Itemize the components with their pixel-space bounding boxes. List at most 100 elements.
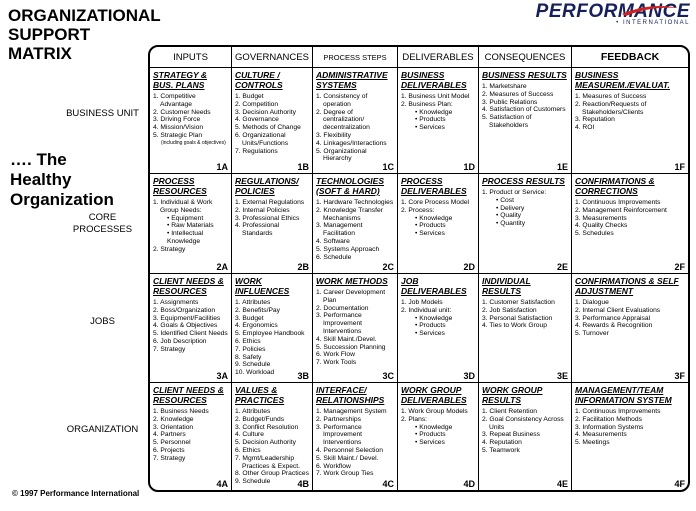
list-item: 9. Schedule xyxy=(235,478,271,486)
list-item: 2. Competition xyxy=(235,100,279,108)
list-item: 10. Workload xyxy=(235,369,275,377)
list-item: 1. Competitive Advantage xyxy=(153,93,196,108)
list-item: 1. Customer Satisfaction xyxy=(482,299,555,306)
list-item: 1. Individual & Work Group Needs: xyxy=(153,199,213,214)
item-list: 1. Customer Satisfaction 2. Job Satisfact… xyxy=(482,299,568,330)
list-item: 7. Work Tools xyxy=(316,359,357,367)
list-item: 5. Employee Handbook xyxy=(235,330,305,338)
list-item: 4. Satisfaction of Customers xyxy=(482,106,566,114)
sub-item: Services xyxy=(401,124,475,132)
column-header: GOVERNANCES xyxy=(232,47,313,68)
logo-text: PERFORMANCE xyxy=(535,1,690,22)
list-item: 3. Public Relations xyxy=(482,98,538,106)
list-item: 3. Information Systems xyxy=(575,423,644,431)
list-item: 7. Work Group Ties xyxy=(316,470,374,478)
cell-code: 2D xyxy=(463,262,475,272)
matrix-cell: ADMINISTRATIVE SYSTEMS 1. Consistency of … xyxy=(313,68,398,174)
matrix-cell: WORK METHODS 1. Career Development Plan 2.… xyxy=(313,274,398,383)
item-list: 1. Continuous Improvements 2. Management … xyxy=(575,199,685,238)
cell-code: 4B xyxy=(297,479,309,489)
title-line: ORGANIZATIONAL xyxy=(8,6,161,25)
cell-code: 2A xyxy=(216,262,228,272)
list-item: 7. Mgmt/Leadership Practices & Expect. xyxy=(235,454,300,470)
sub-item: Products xyxy=(401,222,475,230)
matrix-cell: CLIENT NEEDS & RESOURCES 1. Business Need… xyxy=(150,383,232,490)
list-item: 3. Management Facilitation xyxy=(316,222,363,238)
list-item: 3. Measurements xyxy=(575,214,627,222)
cell-code: 2B xyxy=(297,262,309,272)
sub-item: Knowledge xyxy=(401,424,475,432)
cell-title: STRATEGY & BUS. PLANS xyxy=(153,70,207,90)
item-list: 1. Marketshare 2. Measures of Success 3. P… xyxy=(482,83,568,130)
list-item: 1. Management System xyxy=(316,408,387,415)
list-item: 3. Repeat Business xyxy=(482,431,540,439)
cell-title: PROCESS DELIVERABLES xyxy=(401,176,467,196)
list-item: 2. Individual unit: xyxy=(401,306,452,314)
list-item: 4. Governance xyxy=(235,116,279,124)
matrix-cell: WORK GROUP RESULTS 1. Client Retention 2. … xyxy=(479,383,572,490)
cell-title: BUSINESS MEASUREM./EVALUAT. xyxy=(575,70,670,90)
sub-item: Products xyxy=(401,431,475,439)
list-item: 3. Driving Force xyxy=(153,116,201,124)
list-item: 2. Business Plan: xyxy=(401,100,453,108)
row-label: JOBS xyxy=(90,315,115,327)
list-item: 2. Facilitation Methods xyxy=(575,415,642,423)
item-list: 1. Dialogue 2. Internal Client Evaluation… xyxy=(575,299,685,338)
list-item: 2. Documentation xyxy=(316,304,369,312)
list-item: 5. Decision Authority xyxy=(235,439,296,447)
list-item: 1. Hardware Technologies xyxy=(316,199,394,206)
cell-code: 2F xyxy=(674,262,685,272)
list-item: 5. Methods of Change xyxy=(235,124,301,132)
list-item: 5. Teamwork xyxy=(482,446,520,454)
list-item: 7. Policies xyxy=(235,345,266,353)
item-list: 1. Business Needs 2. Knowledge 3. Orientat… xyxy=(153,408,228,463)
cell-code: 3E xyxy=(556,371,568,381)
list-item: 1. Business Needs xyxy=(153,408,209,415)
row-label: CORE PROCESSES xyxy=(72,212,133,235)
item-list: 1. Continuous Improvements 2. Facilitatio… xyxy=(575,408,685,447)
list-item: 2. Degree of centralization/ decentraliz… xyxy=(316,108,370,132)
list-item: 1. Measures of Success xyxy=(575,93,647,100)
list-item: 4. Measurements xyxy=(575,431,627,439)
cell-title: ADMINISTRATIVE SYSTEMS xyxy=(316,70,388,90)
cell-code: 2C xyxy=(382,262,394,272)
list-item: 1. Attributes xyxy=(235,299,271,306)
list-item: 3. Performance Improvement Interventions xyxy=(316,312,363,335)
item-list: 1. Hardware Technologies 2. Knowledge Tra… xyxy=(316,199,394,261)
cell-code: 1B xyxy=(297,162,309,172)
list-item: 8. Safety xyxy=(235,353,262,361)
list-item: 6. Workflow xyxy=(316,462,351,470)
list-item: 1. Continuous Improvements xyxy=(575,408,661,415)
list-item: 2. Management Reinforcement xyxy=(575,206,667,214)
cell-code: 1A xyxy=(216,162,228,172)
item-list: 1. Career Development Plan 2. Documentati… xyxy=(316,289,394,367)
column-header: CONSEQUENCES xyxy=(479,47,572,68)
list-item: 1. Product or Service: xyxy=(482,189,547,196)
cell-code: 4D xyxy=(463,479,475,489)
list-item: 4. Ties to Work Group xyxy=(482,322,547,330)
sub-item: Products xyxy=(401,322,475,330)
list-item: 3. Decision Authority xyxy=(235,108,296,116)
list-item: 5. Succession Planning xyxy=(316,343,386,351)
list-item: 1. Dialogue xyxy=(575,299,609,306)
list-item: 6. Ethics xyxy=(235,446,261,454)
cell-title: MANAGEMENT/TEAM INFORMATION SYSTEM xyxy=(575,385,672,405)
row-label: BUSINESS UNIT xyxy=(66,108,139,120)
list-item: 1. Continuous Improvements xyxy=(575,199,661,206)
item-list: 1. Consistency of operation 2. Degree of … xyxy=(316,93,394,163)
list-item: 2. Plans: xyxy=(401,415,428,423)
list-item: 4. Reputation xyxy=(482,439,522,447)
cell-title: WORK GROUP RESULTS xyxy=(482,385,543,405)
matrix-cell: CONFIRMATIONS & SELF ADJUSTMENT 1. Dialog… xyxy=(572,274,688,383)
column-header: INPUTS xyxy=(150,47,232,68)
column-header: PROCESS STEPS xyxy=(313,47,398,68)
matrix-cell: INTERFACE/ RELATIONSHIPS 1. Management Sy… xyxy=(313,383,398,490)
cell-title: INDIVIDUAL RESULTS xyxy=(482,276,531,296)
list-item: 2. Benefits/Pay xyxy=(235,306,280,314)
column-header: FEEDBACK xyxy=(572,47,688,68)
item-list: 1. Product or Service:CostDeliveryQualit… xyxy=(482,189,568,228)
cell-code: 3F xyxy=(674,371,685,381)
list-item: 3. Personal Satisfaction xyxy=(482,314,553,322)
sub-item: Products xyxy=(401,116,475,124)
